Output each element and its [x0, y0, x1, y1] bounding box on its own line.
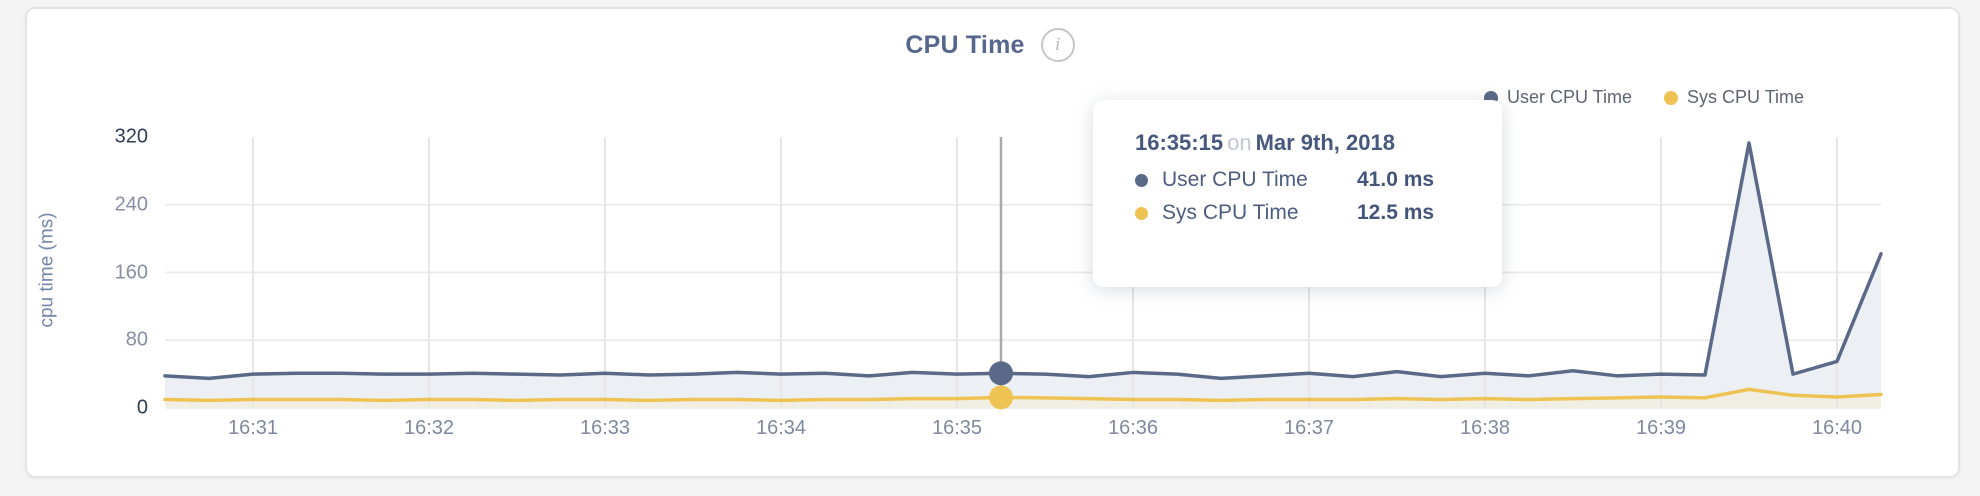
x-tick-label: 16:34 — [755, 417, 807, 439]
series-line — [163, 141, 1883, 381]
x-tick-label: 16:35 — [931, 417, 983, 439]
selected-point-marker — [989, 385, 1013, 410]
x-tick-label: 16:33 — [579, 417, 631, 439]
x-tick-label: 16:40 — [1811, 417, 1863, 439]
tooltip-time: 16:35:15 — [1135, 130, 1224, 155]
y-tick-label: 80 — [125, 328, 148, 351]
y-tick-label: 320 — [114, 125, 148, 148]
tooltip-timestamp: 16:35:15 on Mar 9th, 2018 — [1135, 130, 1472, 156]
user-series-dot-icon — [1135, 173, 1148, 187]
series-line — [163, 387, 1883, 403]
tooltip-date: Mar 9th, 2018 — [1255, 130, 1395, 155]
tooltip-series-label: User CPU Time — [1162, 168, 1308, 191]
chart-title: CPU Time — [905, 30, 1025, 59]
chart-tooltip: 16:35:15 on Mar 9th, 2018 User CPU Time 41… — [1093, 100, 1502, 287]
legend-label: Sys CPU Time — [1687, 87, 1805, 107]
tooltip-series-value: 12.5 ms — [1357, 201, 1435, 224]
tooltip-conjunction: on — [1227, 130, 1252, 155]
tooltip-row-user: User CPU Time 41.0 ms — [1135, 168, 1472, 192]
tooltip-series-label: Sys CPU Time — [1162, 201, 1299, 224]
sys-series-dot-icon — [1664, 90, 1679, 105]
x-tick-label: 16:32 — [403, 417, 455, 439]
x-tick-label: 16:39 — [1635, 417, 1687, 439]
selected-point-marker — [989, 361, 1013, 386]
y-tick-label: 0 — [136, 396, 148, 419]
y-tick-label: 160 — [114, 261, 148, 283]
chart-legend: User CPU Time Sys CPU Time — [1484, 87, 1804, 108]
legend-label: User CPU Time — [1507, 87, 1633, 107]
y-tick-label: 240 — [114, 193, 148, 216]
tooltip-row-sys: Sys CPU Time 12.5 ms — [1135, 201, 1472, 225]
x-tick-label: 16:38 — [1459, 417, 1511, 439]
chart-header: CPU Time i — [0, 28, 1980, 62]
legend-item-sys-cpu-time[interactable]: Sys CPU Time — [1664, 87, 1804, 108]
tooltip-series-value: 41.0 ms — [1357, 168, 1435, 191]
legend-item-user-cpu-time[interactable]: User CPU Time — [1484, 87, 1632, 108]
series-area — [165, 142, 1881, 408]
sys-series-dot-icon — [1135, 206, 1148, 220]
x-tick-label: 16:37 — [1283, 417, 1335, 439]
x-tick-label: 16:36 — [1107, 417, 1159, 439]
info-icon[interactable]: i — [1040, 28, 1075, 62]
x-tick-label: 16:31 — [227, 417, 279, 439]
